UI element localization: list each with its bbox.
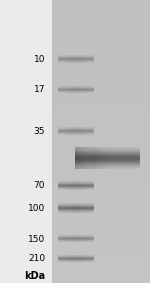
Text: 17: 17	[33, 85, 45, 94]
Text: 70: 70	[33, 181, 45, 190]
Text: 210: 210	[28, 254, 45, 263]
Text: 35: 35	[33, 127, 45, 136]
Text: 10: 10	[33, 55, 45, 64]
Text: 150: 150	[28, 235, 45, 244]
Text: kDa: kDa	[24, 271, 45, 281]
Text: 100: 100	[28, 203, 45, 213]
